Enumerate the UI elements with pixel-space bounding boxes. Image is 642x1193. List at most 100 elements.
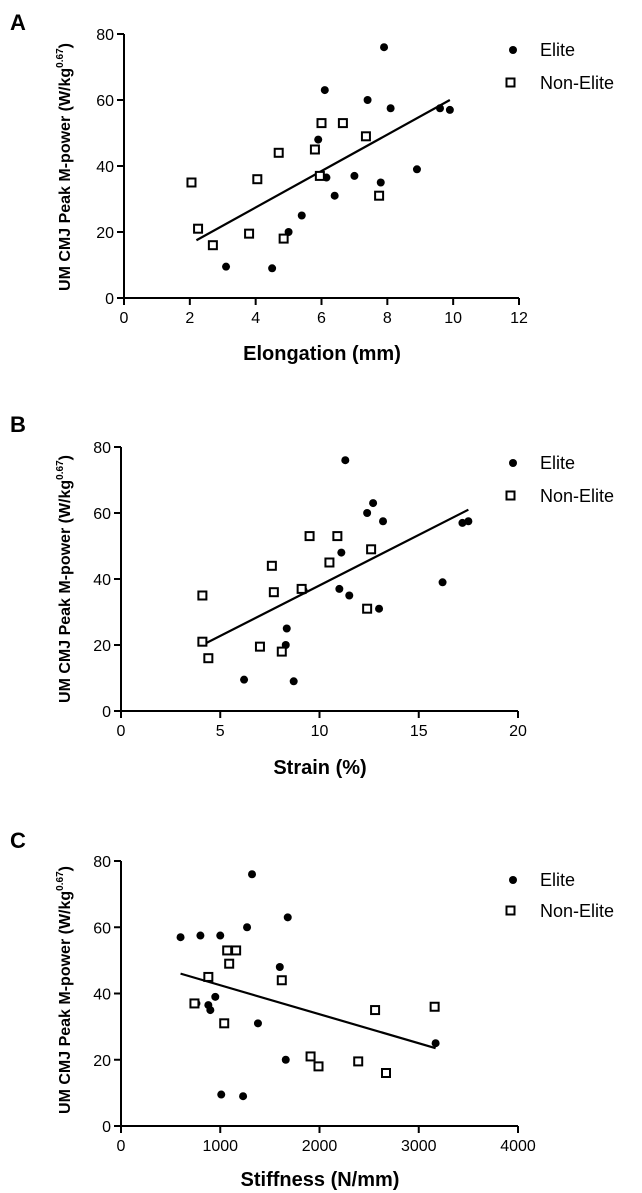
x-tick-label: 12 [510, 310, 528, 327]
data-point-elite [275, 963, 284, 971]
data-point-non-elite [254, 641, 265, 652]
legend: Elite Non-Elite [505, 870, 614, 921]
y-tick-label: 40 [93, 572, 111, 589]
data-point-elite [345, 591, 354, 600]
x-tick-label: 4000 [500, 1138, 536, 1155]
data-point-non-elite [186, 177, 197, 188]
x-tick-label: 15 [410, 723, 428, 740]
data-point-elite [341, 456, 350, 465]
legend-label-non-elite: Non-Elite [540, 486, 614, 506]
data-point-elite [196, 931, 205, 940]
data-point-elite [376, 178, 385, 187]
data-point-non-elite [222, 945, 233, 956]
data-point-non-elite [309, 144, 320, 155]
plot-area: 0 20 40 60 80 0 2 4 6 8 10 12 [96, 27, 528, 327]
y-tick-label: 40 [96, 159, 114, 176]
data-point-elite [222, 262, 231, 271]
x-tick-label: 6 [317, 310, 326, 327]
legend-label-non-elite: Non-Elite [540, 73, 614, 93]
data-point-non-elite [362, 603, 373, 614]
data-point-elite [248, 870, 257, 879]
y-tick-label: 80 [93, 854, 111, 871]
y-axis-title: UM CMJ Peak M-power (W/kg0.67) [55, 43, 74, 291]
y-tick-label: 60 [93, 920, 111, 937]
data-point-elite [369, 499, 378, 508]
y-tick-label: 0 [102, 704, 111, 721]
data-point-elite [216, 931, 225, 940]
y-axis-title: UM CMJ Peak M-power (W/kg0.67) [55, 455, 74, 703]
panel-c: C UM CMJ Peak M-power (W/kg0.67) Stiffne… [10, 828, 614, 1191]
y-tick-label: 80 [93, 440, 111, 457]
data-point-non-elite [276, 975, 287, 986]
x-tick-label: 0 [120, 310, 129, 327]
data-point-non-elite [203, 653, 214, 664]
data-point-elite [431, 1039, 440, 1048]
legend-label-non-elite: Non-Elite [540, 901, 614, 921]
data-point-elite [289, 677, 298, 686]
legend-marker-elite [509, 876, 517, 884]
panel-letter: B [10, 412, 26, 437]
panel-b: B UM CMJ Peak M-power (W/kg0.67) Strain … [10, 412, 614, 779]
y-axis-title-text: UM CMJ Peak M-power (W/kg [57, 68, 74, 291]
data-point-non-elite [380, 1068, 391, 1078]
legend: Elite Non-Elite [505, 453, 614, 506]
legend-marker-non-elite [505, 905, 516, 916]
data-point-non-elite [273, 147, 284, 158]
data-point-elite [363, 96, 372, 104]
y-axis-title-close: ) [57, 455, 74, 460]
legend-marker-non-elite [505, 490, 516, 501]
x-axis-title: Strain (%) [273, 757, 366, 779]
data-point-non-elite [296, 583, 307, 594]
data-point-non-elite [324, 557, 335, 568]
legend-marker-elite [509, 459, 517, 467]
y-tick-label: 20 [93, 638, 111, 655]
data-point-non-elite [193, 223, 204, 234]
data-point-non-elite [360, 131, 371, 142]
plot-area: 0 20 40 60 80 0 5 10 15 20 [93, 440, 527, 740]
y-axis-title-text: UM CMJ Peak M-power (W/kg [57, 891, 74, 1114]
data-point-elite [380, 43, 389, 52]
data-point-elite [438, 578, 447, 587]
data-point-elite [240, 675, 249, 684]
data-point-non-elite [266, 560, 277, 571]
data-point-elite [375, 604, 384, 613]
data-point-elite [320, 86, 329, 95]
data-point-elite [281, 1055, 290, 1064]
data-point-non-elite [332, 531, 343, 542]
x-tick-label: 0 [117, 723, 126, 740]
data-point-non-elite [224, 958, 235, 969]
legend-marker-non-elite [505, 77, 516, 88]
data-point-non-elite [429, 1001, 440, 1012]
data-point-elite [283, 913, 292, 922]
plot-area: 0 20 40 60 80 0 1000 2000 3000 4000 [93, 854, 536, 1155]
data-point-non-elite [337, 118, 348, 129]
data-point-non-elite [374, 190, 385, 201]
y-tick-label: 0 [105, 291, 114, 308]
data-point-non-elite [189, 998, 200, 1009]
y-tick-label: 20 [96, 225, 114, 242]
data-point-non-elite [276, 646, 287, 657]
y-axis-title: UM CMJ Peak M-power (W/kg0.67) [55, 866, 74, 1114]
data-point-non-elite [304, 531, 315, 542]
y-axis-title-superscript: 0.67 [55, 460, 66, 480]
data-point-non-elite [252, 174, 263, 185]
y-tick-label: 60 [96, 93, 114, 110]
regression-line [201, 508, 469, 646]
x-axis-title: Stiffness (N/mm) [241, 1169, 400, 1191]
y-tick-label: 40 [93, 987, 111, 1004]
data-point-non-elite [197, 590, 208, 601]
data-point-non-elite [219, 1018, 230, 1029]
data-point-elite [412, 165, 421, 174]
x-tick-label: 2 [185, 310, 194, 327]
data-point-elite [243, 923, 252, 932]
data-point-non-elite [314, 170, 325, 181]
y-axis-title-close: ) [57, 866, 74, 871]
x-tick-label: 3000 [401, 1138, 437, 1155]
data-point-elite [268, 264, 277, 273]
regression-line [180, 972, 436, 1050]
panel-letter: C [10, 828, 26, 853]
data-point-non-elite [203, 971, 214, 982]
data-point-non-elite [197, 636, 208, 647]
data-point-elite [282, 624, 291, 633]
